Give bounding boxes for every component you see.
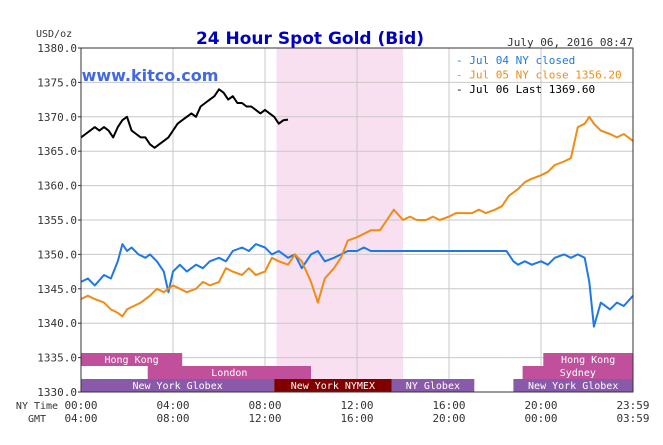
y-tick-label: 1365.0 xyxy=(37,145,77,158)
watermark: www.kitco.com xyxy=(82,66,219,85)
y-tick-label: 1345.0 xyxy=(37,283,77,296)
x-tick-label-ny: 12:00 xyxy=(340,399,373,412)
y-tick-label: 1340.0 xyxy=(37,317,77,330)
session-bar xyxy=(391,379,475,392)
legend-entry-1: - Jul 05 NY close 1356.20 xyxy=(456,69,622,82)
session-label: Hong Kong xyxy=(561,355,615,366)
legend-entry-2: - Jul 06 Last 1369.60 xyxy=(456,83,595,96)
gmt-row-label: GMT xyxy=(28,414,46,425)
session-label: New York Globex xyxy=(528,381,618,392)
x-tick-label-gmt: 00:00 xyxy=(524,412,557,425)
x-tick-label-ny: 08:00 xyxy=(248,399,281,412)
y-tick-label: 1355.0 xyxy=(37,214,77,227)
x-tick-label-ny: 04:00 xyxy=(156,399,189,412)
date-label: July 06, 2016 08:47 xyxy=(507,36,633,49)
y-tick-label: 1350.0 xyxy=(37,248,77,261)
x-tick-label-ny: 23:59 xyxy=(616,399,649,412)
y-tick-label: 1335.0 xyxy=(37,352,77,365)
session-bar xyxy=(81,379,275,392)
y-tick-label: 1375.0 xyxy=(37,76,77,89)
ny-time-row-label: NY Time xyxy=(16,401,58,412)
y-unit-label: USD/oz xyxy=(36,29,72,40)
session-bar xyxy=(522,366,633,379)
session-bar xyxy=(543,353,633,366)
x-tick-label-gmt: 16:00 xyxy=(340,412,373,425)
session-label: Sydney xyxy=(560,368,596,379)
legend: - Jul 04 NY closed - Jul 05 NY close 1356… xyxy=(456,54,622,96)
series-line-0 xyxy=(80,243,634,328)
y-tick-label: 1370.0 xyxy=(37,111,77,124)
series-line-2 xyxy=(80,88,289,149)
x-tick-label-ny: 16:00 xyxy=(432,399,465,412)
x-tick-label-gmt: 08:00 xyxy=(156,412,189,425)
x-tick-label-gmt: 04:00 xyxy=(64,412,97,425)
session-bar xyxy=(81,353,183,366)
y-tick-label: 1330.0 xyxy=(37,386,77,399)
series-line-1 xyxy=(80,115,634,318)
chart-title: 24 Hour Spot Gold (Bid) xyxy=(196,29,424,49)
legend-entry-0: - Jul 04 NY closed xyxy=(456,54,575,67)
y-tick-label: 1380.0 xyxy=(37,42,77,55)
session-label: New York NYMEX xyxy=(291,381,375,392)
x-tick-label-ny: 00:00 xyxy=(64,399,97,412)
session-label: NY Globex xyxy=(406,381,460,392)
session-bar xyxy=(274,379,392,392)
session-bar xyxy=(513,379,633,392)
x-tick-label-gmt: 20:00 xyxy=(432,412,465,425)
y-tick-label: 1360.0 xyxy=(37,180,77,193)
x-tick-label-gmt: 03:59 xyxy=(616,412,649,425)
x-tick-label-ny: 20:00 xyxy=(524,399,557,412)
x-tick-label-gmt: 12:00 xyxy=(248,412,281,425)
session-label: London xyxy=(211,368,247,379)
session-label: New York Globex xyxy=(132,381,222,392)
session-bar xyxy=(147,366,311,379)
session-label: Hong Kong xyxy=(105,355,159,366)
